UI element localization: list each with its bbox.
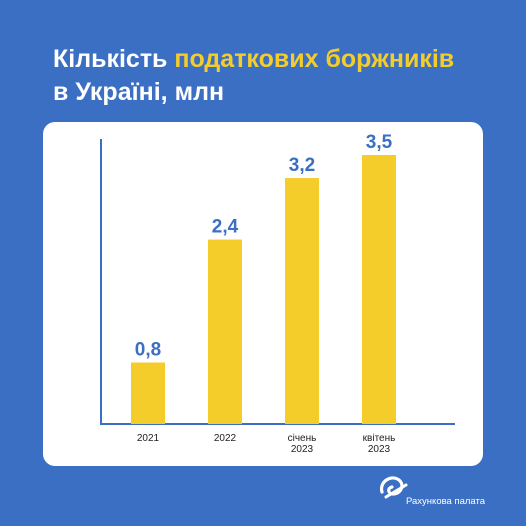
footer-org-name: Рахункова палата: [406, 496, 486, 507]
bar-0: [131, 362, 165, 424]
chart-title: Кількість податкових боржників в Україні,…: [53, 43, 493, 109]
bar-value-label-3: 3,5: [366, 132, 393, 153]
x-tick-label-3-0: квітень: [363, 433, 396, 444]
title-highlight: податкових боржників: [174, 45, 455, 73]
title-part-2: в Україні, млн: [53, 78, 225, 106]
x-tick-label-2-0: січень: [288, 433, 317, 444]
footer-brand: Рахункова палата: [378, 472, 518, 512]
x-tick-label-1-0: 2022: [214, 433, 237, 444]
accounting-chamber-logo-icon: [379, 476, 408, 499]
bar-3: [362, 155, 396, 424]
x-tick-label-2-1: 2023: [291, 444, 314, 455]
title-part-1: Кількість: [53, 45, 175, 73]
chart-card: 0,8 2021 2,4 2022 3,2 січень 2023 3,5 квітень 202…: [43, 122, 483, 466]
bar-2: [285, 178, 319, 424]
bar-1: [208, 239, 242, 424]
x-tick-label-3-1: 2023: [368, 444, 391, 455]
bar-value-label-0: 0,8: [135, 340, 161, 361]
bar-chart: 0,820212,420223,2січень20233,5квітень202…: [100, 132, 455, 455]
bar-value-label-2: 3,2: [289, 155, 315, 176]
x-tick-label-0-0: 2021: [137, 433, 160, 444]
bar-value-label-1: 2,4: [212, 217, 239, 238]
